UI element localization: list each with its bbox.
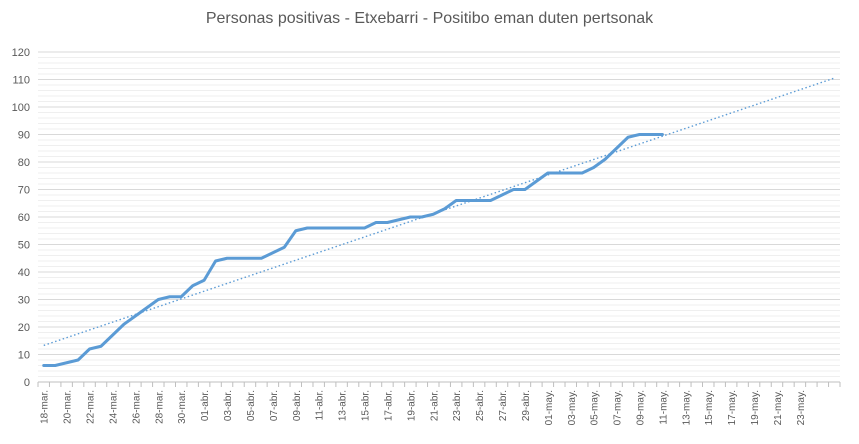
- y-tick-label: 0: [24, 377, 30, 389]
- x-tick-label: 20-mar.: [63, 390, 74, 424]
- x-tick-label: 15-abr.: [361, 390, 372, 421]
- x-tick-label: 19-abr.: [406, 390, 417, 421]
- x-tick-label: 21-abr.: [429, 390, 440, 421]
- y-tick-label: 70: [18, 185, 30, 197]
- x-tick-label: 01-abr.: [200, 390, 211, 421]
- y-tick-label: 90: [18, 130, 30, 142]
- series-layer: [42, 77, 835, 367]
- y-tick-label: 50: [18, 240, 30, 252]
- chart-title: Personas positivas - Etxebarri - Positib…: [205, 10, 654, 27]
- y-tick-label: 40: [18, 267, 30, 279]
- gridlines: [38, 51, 840, 377]
- x-axis-ticks: 18-mar. 20-mar. 22-mar. 24-mar. 26-mar. 28-ma…: [37, 382, 841, 425]
- x-tick-label: 09-may.: [636, 390, 647, 425]
- x-tick-label: 26-mar.: [131, 390, 142, 424]
- x-tick-label: 24-mar.: [108, 390, 119, 424]
- x-tick-label: 13-may.: [681, 390, 692, 425]
- x-tick-label: 25-abr.: [475, 390, 486, 421]
- y-tick-label: 60: [18, 212, 30, 224]
- x-tick-label: 18-mar.: [40, 390, 51, 424]
- x-tick-label: 23-abr.: [452, 390, 463, 421]
- x-tick-label: 03-may.: [567, 390, 578, 425]
- x-tick-label: 01-may.: [544, 390, 555, 425]
- x-tick-label: 27-abr.: [498, 390, 509, 421]
- series-line: [42, 133, 664, 367]
- x-tick-label: 22-mar.: [86, 390, 97, 424]
- x-tick-label: 30-mar.: [177, 390, 188, 424]
- x-tick-label: 11-abr.: [315, 390, 326, 420]
- x-tick-label: 15-may.: [704, 390, 715, 425]
- y-tick-label: 110: [12, 75, 30, 87]
- x-tick-label: 19-may.: [750, 390, 761, 425]
- y-tick-label: 80: [18, 157, 30, 169]
- y-axis-ticks: 0 10 20 30 40 50 60 70 80 90 100 110 120: [12, 47, 30, 389]
- y-tick-label: 30: [18, 295, 30, 307]
- x-tick-label: 11-may.: [658, 390, 669, 425]
- x-tick-label: 07-may.: [613, 390, 624, 425]
- y-tick-label: 10: [18, 350, 30, 362]
- x-tick-label: 13-abr.: [338, 390, 349, 421]
- x-tick-label: 03-abr.: [223, 390, 234, 421]
- y-tick-label: 20: [18, 322, 30, 334]
- x-tick-label: 05-abr.: [246, 390, 257, 421]
- x-tick-label: 17-abr.: [383, 390, 394, 421]
- x-tick-label: 28-mar.: [154, 390, 165, 424]
- x-tick-label: 21-may.: [773, 390, 784, 425]
- x-tick-label: 09-abr.: [292, 390, 303, 421]
- x-tick-label: 29-abr.: [521, 390, 532, 421]
- y-tick-label: 120: [12, 47, 30, 59]
- x-tick-label: 05-may.: [590, 390, 601, 425]
- y-tick-label: 100: [12, 102, 30, 114]
- x-tick-label: 17-may.: [727, 390, 738, 425]
- x-tick-label: 23-may.: [796, 390, 807, 425]
- x-tick-label: 07-abr.: [269, 390, 280, 421]
